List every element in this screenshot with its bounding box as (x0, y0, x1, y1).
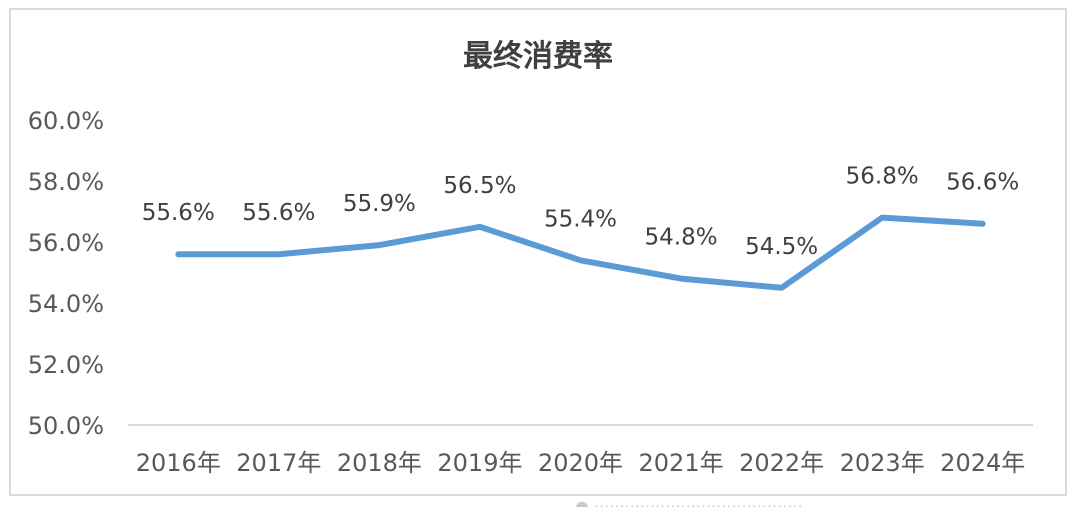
x-tick-label: 2024年 (940, 449, 1025, 477)
x-tick-label: 2023年 (840, 449, 925, 477)
y-tick-label: 54.0% (28, 290, 104, 318)
series-line (175, 214, 986, 291)
data-label: 55.6% (142, 200, 215, 226)
data-labels: 55.6% 55.6% 55.9% 56.5% 55.4% 54.8% 54.5% 56.8%… (142, 164, 1020, 260)
y-tick-label: 58.0% (28, 168, 104, 196)
chart-title: 最终消费率 (463, 39, 613, 74)
data-label: 56.8% (846, 164, 919, 190)
x-tick-label: 2020年 (538, 449, 623, 477)
data-label: 55.9% (343, 191, 416, 217)
x-tick-label: 2016年 (136, 449, 221, 477)
watermark: ● ······································… (575, 497, 803, 507)
data-label: 54.5% (745, 234, 818, 260)
y-axis-ticks: 50.0% 52.0% 54.0% 56.0% 58.0% 60.0% (28, 107, 104, 440)
x-tick-label: 2017年 (236, 449, 321, 477)
y-tick-label: 50.0% (28, 412, 104, 440)
data-label: 55.6% (242, 200, 315, 226)
data-label: 56.5% (443, 173, 516, 199)
x-tick-label: 2021年 (639, 449, 724, 477)
data-label: 54.8% (645, 225, 718, 251)
x-axis-ticks: 2016年 2017年 2018年 2019年 2020年 2021年 2022年 2023年… (136, 449, 1026, 477)
x-tick-label: 2022年 (739, 449, 824, 477)
y-tick-label: 52.0% (28, 351, 104, 379)
y-tick-label: 56.0% (28, 229, 104, 257)
data-label: 55.4% (544, 206, 617, 232)
x-tick-label: 2019年 (437, 449, 522, 477)
x-tick-label: 2018年 (337, 449, 422, 477)
data-label: 56.6% (946, 170, 1019, 196)
y-tick-label: 60.0% (28, 107, 104, 135)
